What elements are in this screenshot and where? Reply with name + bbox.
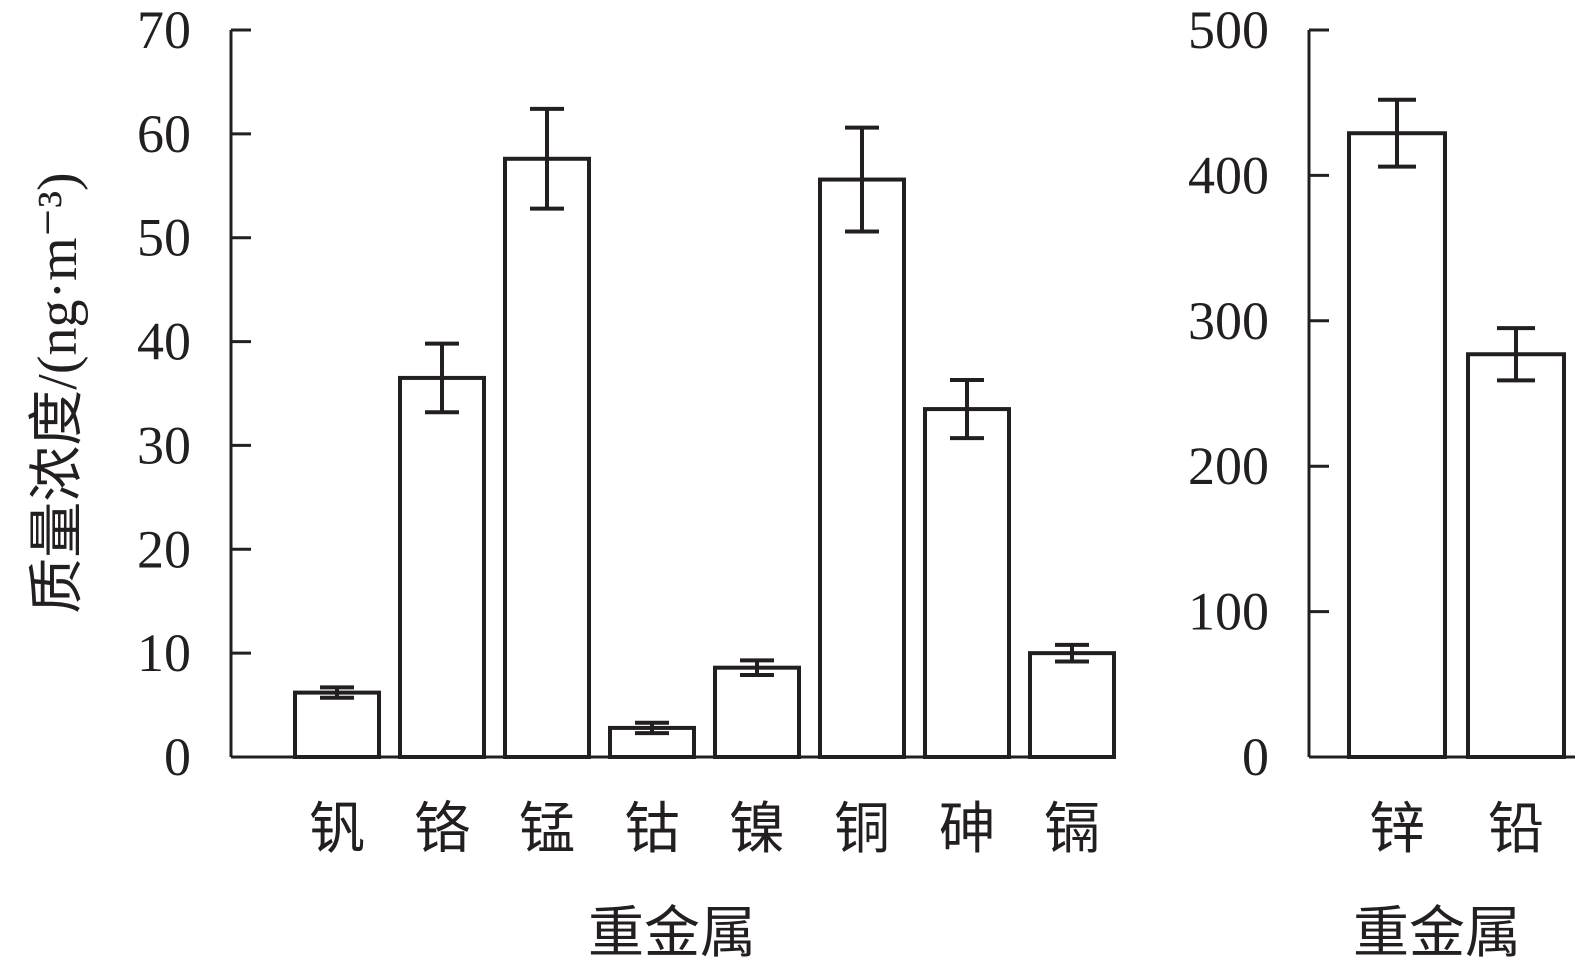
left-y-tick-label: 30	[137, 415, 191, 475]
left-x-axis-title: 重金属	[588, 903, 756, 965]
left-category-label: 钒	[309, 799, 365, 861]
left-y-tick-label: 70	[137, 0, 191, 60]
right-bar	[1347, 131, 1447, 759]
left-bar	[398, 375, 486, 759]
left-y-tick-label: 10	[137, 623, 191, 683]
right-y-tick-label: 200	[1188, 436, 1269, 496]
left-bar	[923, 407, 1011, 759]
left-y-axis-title: 质量浓度/(ng·m⁻³)	[27, 172, 89, 613]
left-y-tick-label: 0	[164, 727, 191, 787]
left-bar	[503, 156, 591, 760]
right-x-axis-title: 重金属	[1353, 903, 1521, 965]
right-y-tick-label: 300	[1188, 291, 1269, 351]
right-bar	[1466, 352, 1566, 759]
left-category-label: 镍	[729, 799, 785, 861]
right-category-label: 铅	[1488, 799, 1544, 861]
right-y-tick-label: 0	[1242, 727, 1269, 787]
left-category-label: 锰	[519, 799, 575, 861]
left-y-tick-label: 40	[137, 312, 191, 372]
left-category-label: 铜	[834, 799, 890, 861]
right-category-label: 锌	[1369, 799, 1425, 861]
left-bar	[713, 665, 801, 760]
right-y-tick-label: 100	[1188, 582, 1269, 642]
left-category-label: 钴	[624, 799, 680, 861]
left-y-tick-label: 20	[137, 519, 191, 579]
right-chart-panel: 0 100 200 300 400 500 锌 铅 重金属	[1188, 0, 1575, 965]
left-category-label: 镉	[1044, 799, 1100, 861]
left-y-tick-label: 60	[137, 104, 191, 164]
right-y-tick-label: 400	[1188, 145, 1269, 205]
right-y-tick-label: 500	[1188, 0, 1269, 60]
left-bar	[818, 177, 906, 760]
left-category-label: 砷	[939, 799, 995, 861]
left-bar	[1028, 651, 1116, 760]
left-y-tick-label: 50	[137, 208, 191, 268]
left-category-label: 铬	[414, 799, 470, 861]
left-bar	[293, 690, 381, 760]
left-chart-panel: 0 10 20 30 40 50 60 70 钒铬锰钴镍铜砷镉 质量浓度/(ng·m⁻³) 重…	[27, 0, 1116, 965]
